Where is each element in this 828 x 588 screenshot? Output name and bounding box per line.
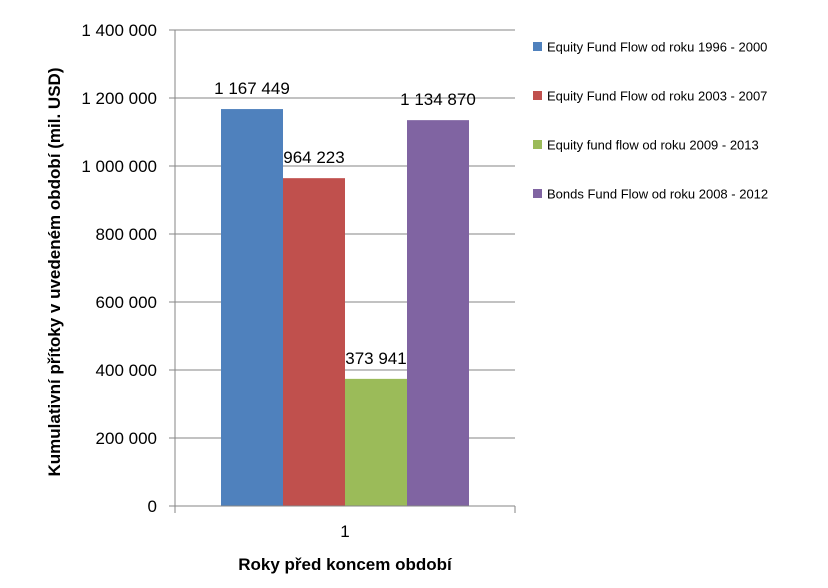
y-tick-label: 200 000 (96, 429, 157, 448)
legend-swatch (533, 189, 542, 198)
x-tick-label: 1 (340, 522, 349, 541)
y-tick-labels: 0 200 000 400 000 600 000 800 000 1 000 000 1 … (81, 21, 175, 516)
x-tick-labels: 1 (340, 522, 349, 541)
y-tick-label: 1 000 000 (81, 157, 157, 176)
legend-label: Equity Fund Flow od roku 1996 - 2000 (547, 40, 767, 55)
legend-label: Equity fund flow od roku 2009 - 2013 (547, 138, 759, 153)
data-label-series-2: 964 223 (283, 148, 344, 167)
legend-swatch (533, 140, 542, 149)
legend-swatch (533, 91, 542, 100)
y-tick-label: 0 (148, 497, 157, 516)
y-tick-label: 800 000 (96, 225, 157, 244)
legend-swatch (533, 42, 542, 51)
data-labels: 1 167 449 964 223 373 941 1 134 870 (214, 79, 476, 368)
y-tick-label: 600 000 (96, 293, 157, 312)
bar-series-2 (283, 178, 345, 506)
y-tick-label: 400 000 (96, 361, 157, 380)
axes (174, 30, 516, 513)
data-label-series-3: 373 941 (345, 349, 406, 368)
legend-label: Bonds Fund Flow od roku 2008 - 2012 (547, 187, 768, 202)
bar-series-1 (221, 109, 283, 507)
y-tick-label: 1 200 000 (81, 89, 157, 108)
legend: Equity Fund Flow od roku 1996 - 2000 Equi… (533, 40, 768, 202)
bar-series-4 (407, 120, 469, 507)
legend-label: Equity Fund Flow od roku 2003 - 2007 (547, 89, 767, 104)
data-label-series-4: 1 134 870 (400, 90, 476, 109)
bars (221, 109, 469, 507)
y-tick-label: 1 400 000 (81, 21, 157, 40)
y-axis-title: Kumulativní přítoky v uvedeném období (m… (45, 68, 64, 477)
data-label-series-1: 1 167 449 (214, 79, 290, 98)
bar-series-3 (345, 378, 407, 506)
x-axis-title: Roky před koncem období (238, 555, 453, 574)
